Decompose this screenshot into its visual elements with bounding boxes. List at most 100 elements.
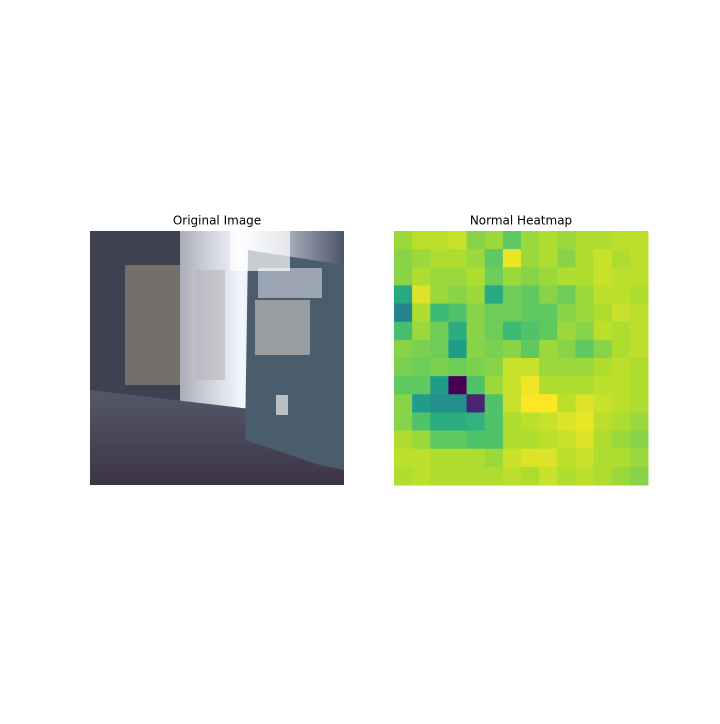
heatmap-cell [575, 285, 595, 305]
heatmap-cell [629, 376, 649, 395]
heatmap-cell [448, 448, 468, 468]
heatmap-cell [593, 321, 613, 341]
heatmap-cell [484, 249, 504, 268]
heatmap-cell [502, 412, 522, 432]
heatmap-cell [593, 412, 613, 432]
heatmap-cell [430, 267, 449, 286]
heatmap-cell [629, 339, 649, 359]
heatmap-cell [466, 339, 486, 359]
heatmap-cell [412, 394, 431, 413]
heatmap-cell [502, 285, 522, 305]
heatmap-cell [430, 285, 449, 305]
heatmap-cell [611, 285, 631, 305]
heatmap-cell [593, 466, 613, 486]
heatmap-cell [575, 267, 595, 286]
heatmap-cell [430, 303, 449, 323]
heatmap-cell [394, 412, 413, 432]
heatmap-cell [430, 394, 449, 413]
heatmap-cell [575, 303, 595, 323]
heatmap-cell [484, 358, 504, 377]
heatmap-cell [539, 376, 558, 395]
heatmap-cell [629, 267, 649, 286]
heatmap-cell [448, 466, 468, 486]
heatmap-cell [502, 376, 522, 395]
heatmap-cell [484, 376, 504, 395]
heatmap-cell [629, 231, 649, 250]
heatmap-cell [466, 376, 486, 395]
heatmap-cell [502, 249, 522, 268]
heatmap-cell [575, 231, 595, 250]
heatmap-cell [448, 412, 468, 432]
heatmap-cell [394, 358, 413, 377]
heatmap-cell [394, 321, 413, 341]
heatmap-cell [611, 303, 631, 323]
heatmap-cell [502, 321, 522, 341]
heatmap-cell [521, 231, 540, 250]
heatmap-cell [412, 448, 431, 468]
heatmap-cell [575, 466, 595, 486]
heatmap-cell [484, 339, 504, 359]
heatmap-cell [502, 339, 522, 359]
heatmap-cell [448, 339, 468, 359]
heatmap-cell [575, 358, 595, 377]
heatmap-cell [611, 376, 631, 395]
heatmap-cell [430, 376, 449, 395]
heatmap-cell [484, 466, 504, 486]
heatmap-cell [502, 358, 522, 377]
heatmap-cell [575, 339, 595, 359]
heatmap-cell [557, 249, 576, 268]
heatmap-cell [629, 285, 649, 305]
heatmap-cell [448, 249, 468, 268]
heatmap-cell [557, 303, 576, 323]
heatmap-cell [611, 448, 631, 468]
heatmap-cell [539, 303, 558, 323]
heatmap-cell [466, 466, 486, 486]
heatmap-cell [521, 267, 540, 286]
heatmap-cell [502, 394, 522, 413]
heatmap-cell [557, 376, 576, 395]
heatmap-cell [521, 394, 540, 413]
heatmap-cell [539, 249, 558, 268]
heatmap-cell [412, 303, 431, 323]
heatmap-cell [593, 358, 613, 377]
heatmap-cell [448, 267, 468, 286]
heatmap-cell [539, 285, 558, 305]
heatmap-cell [521, 448, 540, 468]
heatmap-cell [575, 394, 595, 413]
heatmap-cell [448, 358, 468, 377]
heatmap-cell [557, 412, 576, 432]
heatmap-cell [412, 376, 431, 395]
heatmap-cell [593, 394, 613, 413]
heatmap-cell [448, 321, 468, 341]
heatmap-cell [466, 394, 486, 413]
heatmap-cell [539, 339, 558, 359]
heatmap-cell [394, 249, 413, 268]
heatmap-cell [484, 285, 504, 305]
heatmap-cell [539, 412, 558, 432]
heatmap-cell [611, 358, 631, 377]
heatmap-cell [593, 339, 613, 359]
heatmap-cell [412, 339, 431, 359]
heatmap-cell [557, 339, 576, 359]
heatmap-cell [448, 231, 468, 250]
heatmap-cell [611, 466, 631, 486]
heatmap-cell [521, 321, 540, 341]
heatmap-cell [412, 358, 431, 377]
heatmap-cell [629, 466, 649, 486]
heatmap-cell [521, 249, 540, 268]
heatmap-cell [629, 448, 649, 468]
heatmap-cell [611, 231, 631, 250]
heatmap-cell [629, 412, 649, 432]
heatmap-cell [412, 267, 431, 286]
heatmap-cell [394, 394, 413, 413]
heatmap-cell [521, 466, 540, 486]
heatmap-cell [484, 303, 504, 323]
heatmap-cell [611, 339, 631, 359]
heatmap-cell [484, 430, 504, 450]
heatmap-cell [430, 448, 449, 468]
heatmap-cell [466, 303, 486, 323]
heatmap-cell [466, 285, 486, 305]
heatmap-cell [521, 303, 540, 323]
heatmap-cell [593, 376, 613, 395]
